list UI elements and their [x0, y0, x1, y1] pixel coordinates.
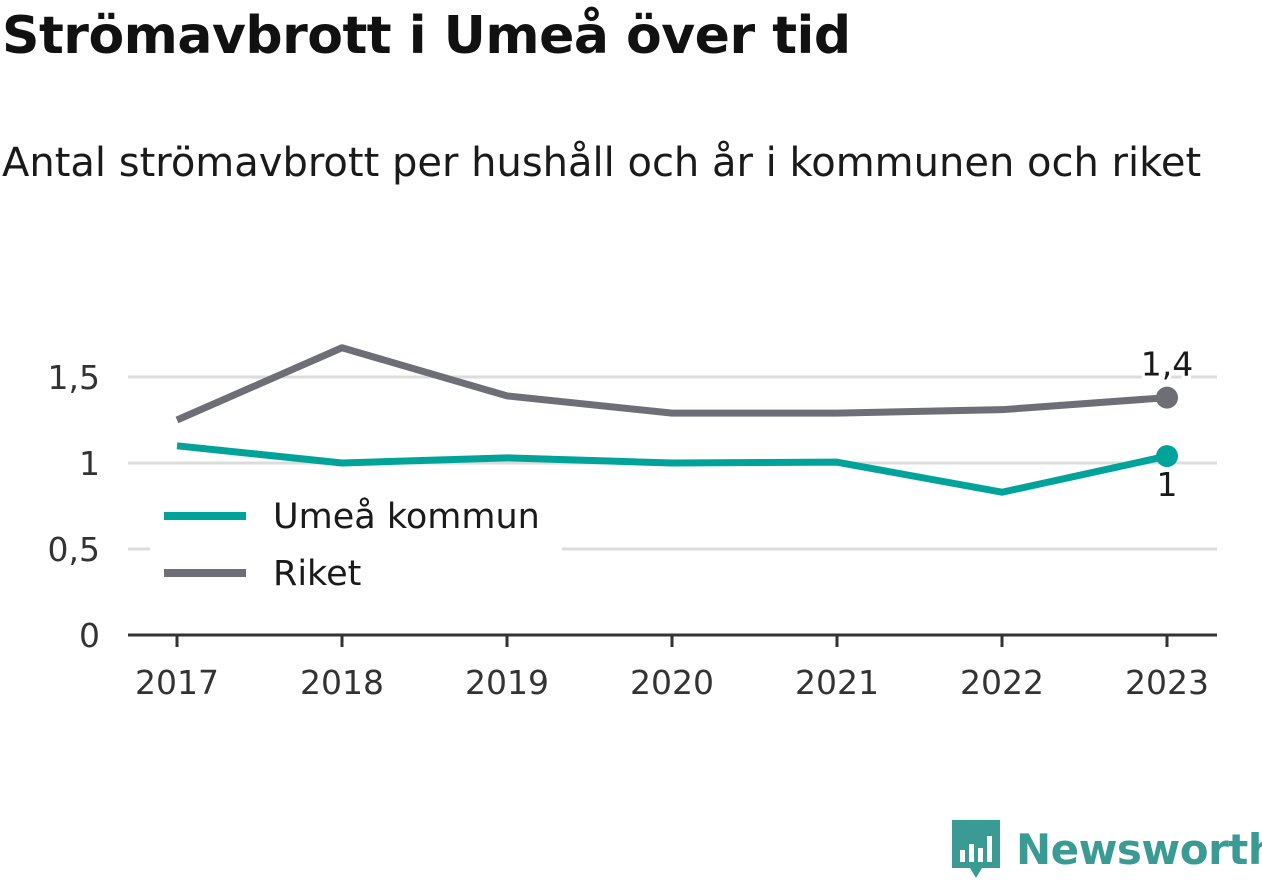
y-tick-label: 0,5 — [48, 530, 100, 569]
series-line — [176, 442, 1168, 496]
legend-label: Riket — [273, 554, 361, 594]
y-tick-labels: 0 0,5 1 1,5 — [48, 358, 100, 655]
legend-background — [150, 490, 562, 600]
y-tick-label: 1 — [79, 444, 100, 483]
legend-label: Umeå kommun — [273, 496, 540, 537]
x-tick-label: 2019 — [465, 663, 549, 702]
newsworthy-logo-icon — [952, 820, 1000, 878]
x-tick-label: 2020 — [630, 663, 714, 702]
series-ume-kommun: 1 — [176, 442, 1181, 507]
x-tick-label: 2021 — [795, 663, 879, 702]
y-tick-label: 0 — [79, 616, 100, 655]
end-point-marker — [1156, 386, 1178, 409]
series-line — [175, 344, 1168, 424]
legend-item: Riket — [164, 554, 361, 594]
x-tick-label: 2017 — [135, 663, 219, 702]
x-tick-labels: 2017 2018 2019 2020 2021 2022 2023 — [135, 663, 1209, 702]
chart-title: Strömavbrott i Umeå över tid — [2, 6, 851, 66]
x-tick-label: 2018 — [300, 663, 384, 702]
brand-name: Newsworthy — [1016, 824, 1262, 874]
chart-subtitle: Antal strömavbrott per hushåll och år i … — [2, 140, 1202, 186]
end-value-label: 1 — [1157, 465, 1178, 504]
y-tick-label: 1,5 — [48, 358, 100, 397]
brand-logo: Newsworthy — [950, 818, 1262, 880]
end-value-label: 1,4 — [1141, 345, 1193, 384]
x-tick-label: 2022 — [960, 663, 1044, 702]
series-riket: 1,4 — [175, 342, 1196, 424]
legend-item: Umeå kommun — [164, 496, 540, 537]
end-point-marker — [1156, 445, 1178, 468]
series-lines: 1,41 — [175, 342, 1196, 507]
legend: Umeå kommun Riket — [150, 490, 562, 600]
x-tick-label: 2023 — [1125, 663, 1209, 702]
x-axis — [128, 633, 1217, 647]
